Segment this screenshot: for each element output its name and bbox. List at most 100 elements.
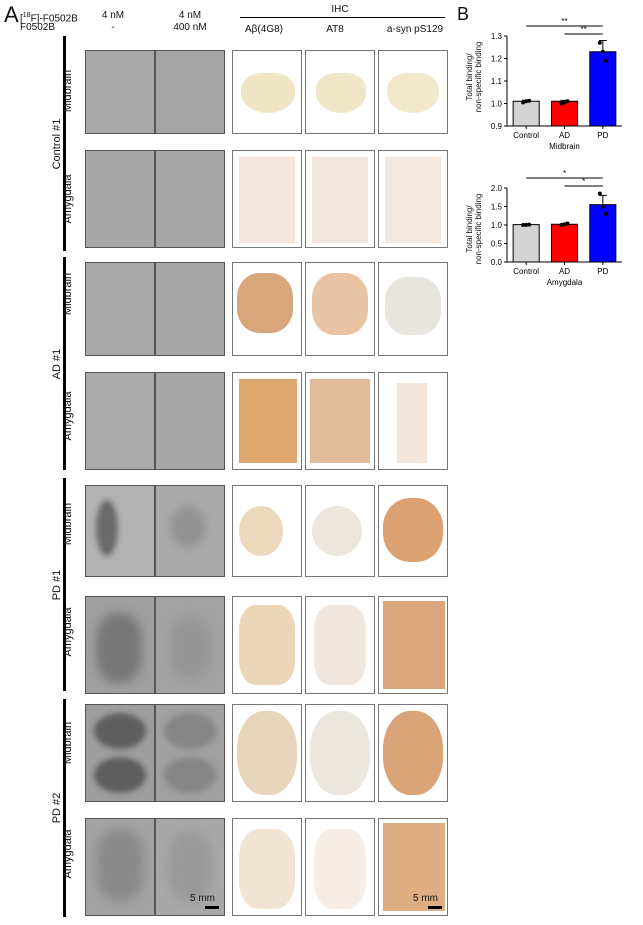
autoradiograph (155, 485, 225, 577)
y-tick-label: 1.1 (491, 77, 503, 86)
tissue-section (314, 829, 366, 909)
x-tick-label: PD (597, 267, 608, 276)
data-point (527, 98, 532, 103)
bar (550, 100, 579, 127)
tissue-section (312, 273, 368, 335)
signal-blob (96, 500, 118, 556)
ihc-image (305, 704, 375, 802)
ihc-image (305, 485, 375, 577)
signal-blob (164, 757, 216, 793)
ihc-image (378, 485, 448, 577)
autoradiograph (85, 150, 155, 248)
region-label-amygdala: Amygdala (62, 829, 74, 879)
ihc-col-at8: AT8 (326, 24, 344, 35)
signal-blob (94, 713, 146, 749)
signal-blob (164, 713, 216, 749)
ihc-image (378, 150, 448, 248)
y-tick-label: 0.9 (491, 122, 503, 131)
region-label-midbrain: Midbrain (62, 272, 74, 316)
bar (550, 223, 579, 263)
region-label-midbrain: Midbrain (62, 721, 74, 765)
tracer-name: F]-F0502B (30, 13, 78, 25)
tissue-section (385, 157, 441, 243)
x-tick-label: PD (597, 131, 608, 140)
col2-conc: 4 nM (178, 10, 202, 21)
bar (589, 204, 617, 263)
ihc-image (232, 596, 302, 694)
blocker-label: F0502B (20, 22, 56, 33)
ihc-image (378, 704, 448, 802)
data-point (559, 223, 564, 227)
data-point (562, 222, 567, 227)
autoradiograph (85, 262, 155, 356)
ihc-image (232, 150, 302, 248)
data-point (562, 100, 567, 105)
y-tick-label: 2.0 (491, 184, 503, 193)
autoradiograph (85, 485, 155, 577)
signal-blob (96, 829, 144, 901)
ihc-image (232, 704, 302, 802)
tissue-section (387, 73, 439, 113)
ihc-image (378, 596, 448, 694)
x-tick-label: AD (559, 131, 570, 140)
tissue-section (385, 277, 441, 335)
group-bar-pd2 (63, 699, 66, 917)
y-tick-label: 1.0 (491, 221, 503, 230)
ihc-image (305, 262, 375, 356)
autoradiograph (85, 704, 155, 802)
x-tick-label: AD (559, 267, 570, 276)
tissue-section (383, 601, 445, 689)
ihc-image (232, 262, 302, 356)
signal-blob (94, 757, 146, 793)
ihc-header-line (240, 17, 445, 18)
tissue-section (241, 73, 295, 113)
group-bar-control (63, 36, 66, 251)
x-tick-label: Control (513, 267, 539, 276)
data-point (565, 221, 570, 226)
ihc-image (305, 150, 375, 248)
significance-label: * (582, 177, 585, 186)
scale-text-left: 5 mm (190, 893, 215, 904)
ihc-col-abeta: Aβ(4G8) (245, 24, 283, 35)
data-point (600, 49, 605, 54)
signal-blob (170, 506, 206, 548)
tissue-section (383, 711, 443, 795)
ihc-col-asyn: a-syn pS129 (386, 24, 444, 35)
tissue-section (310, 711, 370, 795)
autoradiograph (85, 596, 155, 694)
ihc-image (378, 372, 448, 470)
x-axis-label: Midbrain (549, 142, 580, 151)
group-bar-ad (63, 257, 66, 470)
region-label-amygdala: Amygdala (62, 391, 74, 441)
tissue-section (239, 379, 297, 463)
autoradiograph (155, 50, 225, 134)
ihc-title: IHC (331, 4, 349, 15)
ihc-image (232, 372, 302, 470)
panel-b-letter: B (457, 4, 470, 24)
ihc-image (232, 485, 302, 577)
tissue-section (239, 605, 295, 685)
scale-text-right: 5 mm (413, 893, 438, 904)
y-tick-label: 1.5 (491, 203, 503, 212)
signal-blob (170, 617, 210, 679)
ihc-image (305, 50, 375, 134)
y-tick-label: 1.3 (491, 32, 503, 41)
data-point (597, 191, 602, 196)
ihc-image (232, 50, 302, 134)
ylabel-line1: Total binding/ (465, 205, 474, 253)
data-point (524, 222, 529, 227)
y-tick-label: 0.5 (491, 240, 503, 249)
data-point (521, 223, 526, 227)
x-axis-label: Amygdala (547, 278, 583, 287)
midbrain-bar-chart: 0.9 1.0 1.1 1.2 1.3 Control AD PD Midbrain ** ** (491, 17, 622, 151)
col1-block: - (111, 22, 115, 33)
bar (512, 100, 540, 127)
autoradiograph (155, 704, 225, 802)
autoradiograph (85, 50, 155, 134)
autoradiograph (155, 262, 225, 356)
tissue-section (239, 506, 283, 556)
ylabel-line1: Total binding/ (465, 53, 474, 101)
tissue-section (397, 383, 427, 463)
region-label-amygdala: Amygdala (62, 174, 74, 224)
y-tick-label: 0.0 (491, 258, 503, 267)
